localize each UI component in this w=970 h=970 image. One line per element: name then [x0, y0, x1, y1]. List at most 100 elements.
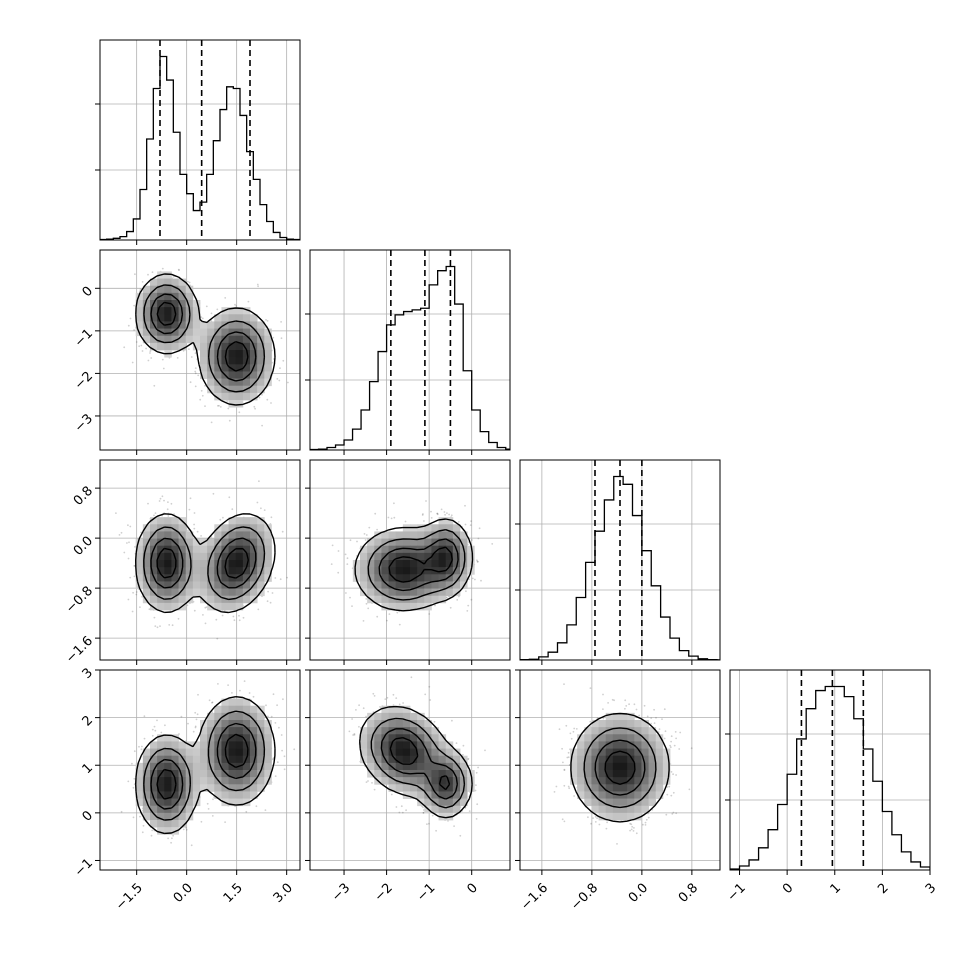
- scatter-point: [216, 308, 219, 311]
- density-cell: [221, 741, 229, 749]
- density-cell: [460, 538, 468, 547]
- density-cell: [235, 378, 244, 387]
- density-cell: [388, 545, 397, 554]
- density-cell: [142, 307, 151, 315]
- density-cell: [185, 285, 194, 294]
- scatter-point: [480, 579, 482, 582]
- density-cell: [235, 357, 244, 365]
- density-cell: [171, 531, 179, 539]
- density-cell: [142, 812, 151, 821]
- scatter-point: [182, 828, 185, 831]
- scatter-point: [194, 352, 197, 355]
- density-cell: [228, 378, 237, 387]
- density-cell: [171, 524, 179, 532]
- density-cell: [200, 328, 208, 337]
- scatter-point: [280, 321, 282, 323]
- density-cell: [264, 727, 272, 735]
- density-cell: [374, 588, 382, 597]
- density-cell: [381, 574, 389, 582]
- density-cell: [150, 777, 158, 785]
- density-cell: [417, 524, 425, 532]
- contour-line: [156, 733, 249, 800]
- density-cell: [235, 321, 244, 329]
- density-cell: [431, 595, 439, 604]
- density-cell: [257, 712, 265, 721]
- density-cell: [221, 328, 229, 337]
- density-cell: [235, 698, 244, 707]
- density-cell: [250, 588, 258, 597]
- scatter-point: [477, 766, 479, 769]
- density-cell: [250, 574, 258, 582]
- density-cell: [185, 531, 194, 539]
- density-cell: [257, 581, 265, 589]
- density-cell: [142, 777, 151, 785]
- density-cell: [264, 357, 272, 365]
- scatter-point: [232, 615, 235, 618]
- scatter-point: [127, 780, 130, 783]
- density-cell: [242, 517, 251, 525]
- scatter-point: [194, 370, 197, 373]
- density-cell: [228, 741, 237, 749]
- density-cell: [214, 791, 222, 799]
- density-cell: [207, 741, 215, 749]
- density-cell: [221, 538, 229, 547]
- density-cell: [438, 545, 447, 554]
- density-cell: [200, 762, 208, 771]
- density-cell: [264, 545, 272, 554]
- scatter-point: [376, 615, 379, 618]
- density-cell: [388, 538, 397, 547]
- density-cell: [235, 385, 244, 394]
- density-cell: [200, 748, 208, 757]
- density-cell: [150, 748, 158, 757]
- density-cell: [438, 517, 447, 525]
- density-cell: [242, 552, 251, 561]
- density-cell: [164, 762, 172, 771]
- scatter-point: [123, 551, 126, 554]
- density-cell: [257, 378, 265, 387]
- scatter-point: [253, 405, 256, 408]
- density-cell: [157, 777, 165, 785]
- scatter-point: [145, 347, 148, 350]
- density-cell: [431, 552, 439, 561]
- density-cell: [250, 314, 258, 322]
- density-cell: [257, 560, 265, 568]
- scatter-point: [266, 600, 269, 603]
- scatter-point: [235, 305, 238, 307]
- density-cell: [257, 741, 265, 749]
- scatter-point: [132, 786, 135, 789]
- scatter-point: [197, 693, 199, 696]
- density-cell: [228, 581, 237, 589]
- density-cell: [171, 321, 179, 329]
- scatter-point: [476, 559, 478, 562]
- scatter-point: [386, 696, 389, 699]
- density-cell: [171, 602, 179, 611]
- scatter-point: [166, 508, 169, 511]
- density-cell: [467, 552, 475, 561]
- density-cell: [178, 595, 187, 604]
- scatter-point: [196, 713, 199, 716]
- scatter-point: [151, 271, 154, 274]
- density-cell: [178, 335, 187, 344]
- density-cell: [264, 531, 272, 539]
- density-cell: [445, 581, 454, 589]
- density-cell: [417, 588, 425, 597]
- scatter-point: [384, 698, 387, 700]
- scatter-point: [386, 619, 388, 622]
- density-cell: [242, 392, 251, 401]
- density-cell: [157, 734, 165, 742]
- density-cell: [250, 784, 258, 792]
- density-cell: [142, 755, 151, 764]
- scatter-point: [200, 389, 203, 392]
- scatter-point: [120, 531, 123, 534]
- density-cell: [402, 602, 411, 611]
- density-cell: [157, 805, 165, 814]
- scatter-point: [266, 320, 269, 322]
- density-cell: [445, 560, 454, 568]
- scatter-point: [211, 815, 214, 817]
- scatter-point: [446, 512, 448, 514]
- density-cell: [164, 791, 172, 799]
- density-cell: [214, 588, 222, 597]
- density-cell: [228, 400, 237, 408]
- density-cell: [157, 755, 165, 764]
